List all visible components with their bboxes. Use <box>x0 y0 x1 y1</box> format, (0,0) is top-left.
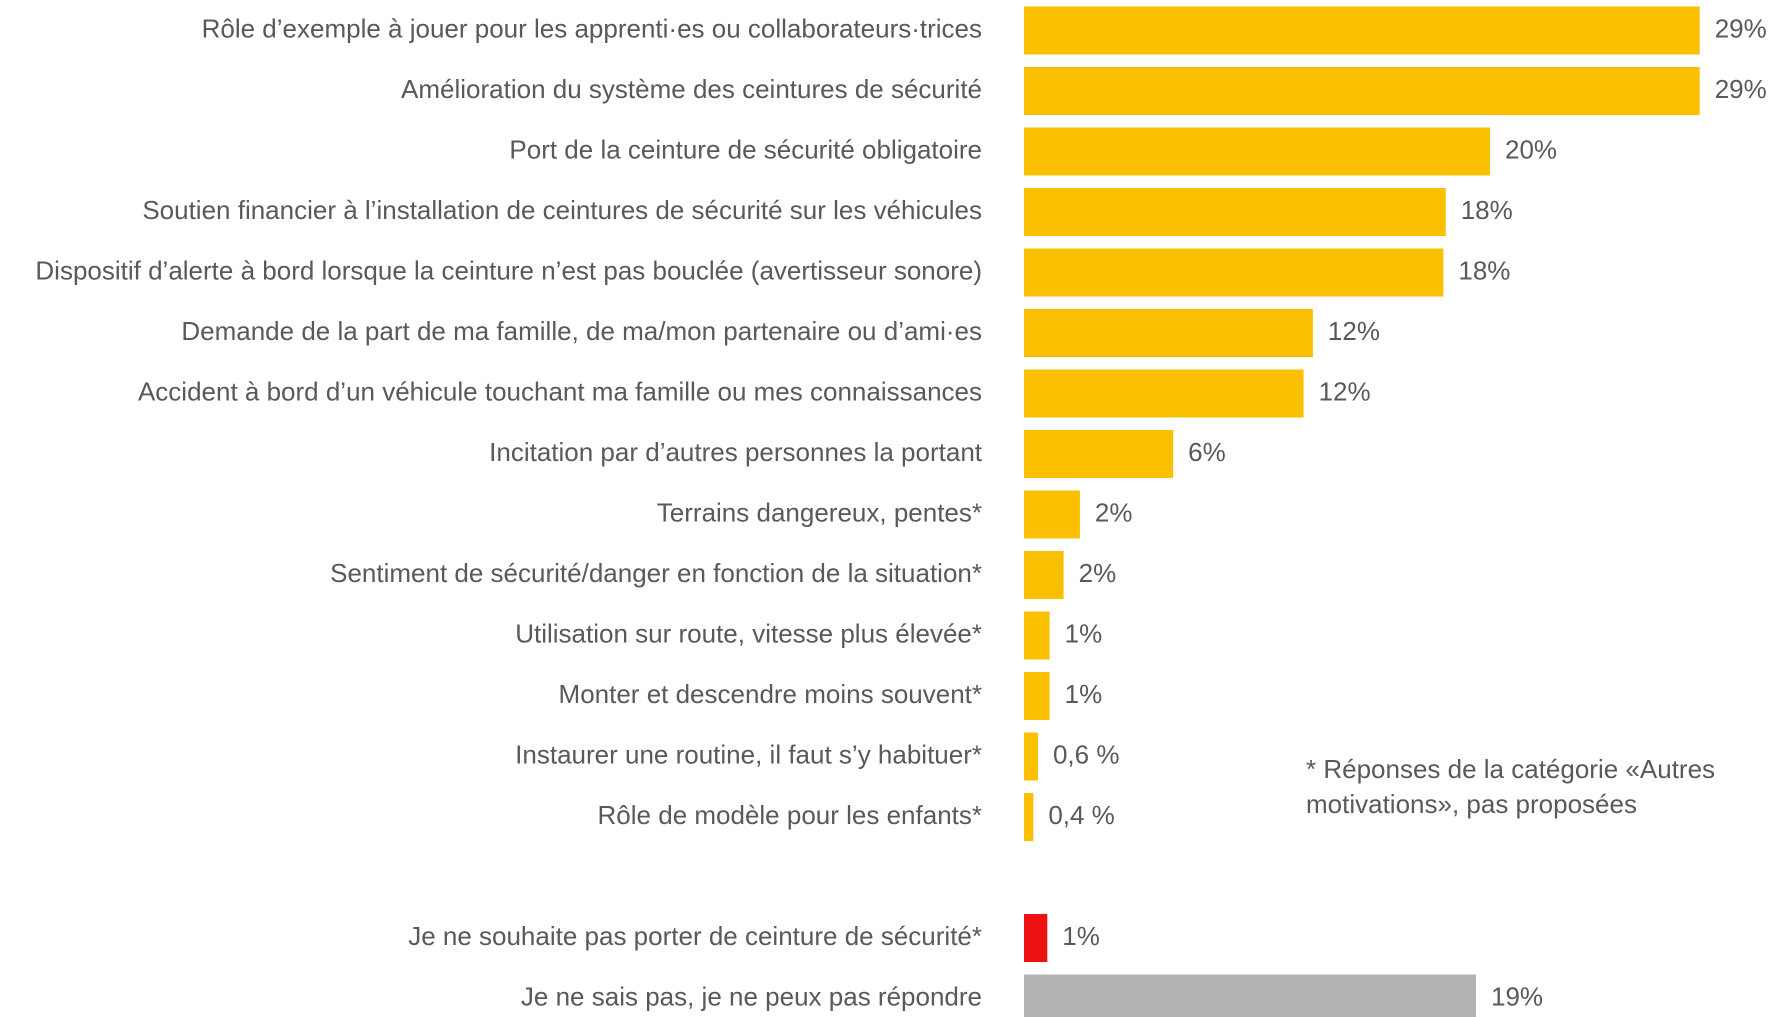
bar <box>1024 974 1477 1017</box>
category-label: Amélioration du système des ceintures de… <box>401 74 982 104</box>
bar <box>1024 430 1174 478</box>
category-label: Rôle de modèle pour les enfants* <box>598 800 982 830</box>
bar <box>1024 611 1050 660</box>
footnote: * Réponses de la catégorie «Autres motiv… <box>1306 754 1716 819</box>
bar <box>1024 248 1444 297</box>
value-label: 29% <box>1715 13 1767 43</box>
category-label: Rôle d’exemple à jouer pour les apprenti… <box>202 13 982 43</box>
value-label: 18% <box>1458 255 1510 285</box>
category-label: Monter et descendre moins souvent* <box>559 679 982 709</box>
bar <box>1024 490 1080 539</box>
value-label: 0,4 % <box>1048 800 1115 830</box>
value-label: 19% <box>1491 981 1543 1011</box>
bar <box>1024 793 1034 841</box>
category-label: Sentiment de sécurité/danger en fonction… <box>330 558 982 588</box>
value-label: 20% <box>1505 134 1557 164</box>
value-label: 2% <box>1079 558 1117 588</box>
value-label: 6% <box>1188 437 1226 467</box>
bar <box>1024 127 1490 176</box>
bar <box>1024 188 1446 236</box>
bar <box>1024 732 1038 781</box>
value-label: 1% <box>1065 679 1103 709</box>
category-label: Instaurer une routine, il faut s’y habit… <box>515 739 982 769</box>
category-label: Terrains dangereux, pentes* <box>657 497 982 527</box>
value-label: 1% <box>1065 618 1103 648</box>
bar <box>1024 6 1700 55</box>
bar <box>1024 369 1304 418</box>
bar <box>1024 67 1700 115</box>
category-label: Je ne souhaite pas porter de ceinture de… <box>408 921 982 951</box>
category-label: Dispositif d’alerte à bord lorsque la ce… <box>35 255 982 285</box>
category-label: Demande de la part de ma famille, de ma/… <box>181 316 982 346</box>
bar <box>1024 914 1048 962</box>
bar <box>1024 551 1064 599</box>
category-label: Utilisation sur route, vitesse plus élev… <box>515 618 982 648</box>
value-label: 2% <box>1095 497 1133 527</box>
category-label: Incitation par d’autres personnes la por… <box>489 437 983 467</box>
value-label: 12% <box>1319 376 1371 406</box>
bar <box>1024 309 1313 357</box>
category-label: Accident à bord d’un véhicule touchant m… <box>138 376 982 406</box>
value-label: 18% <box>1461 195 1513 225</box>
category-label: Port de la ceinture de sécurité obligato… <box>509 134 982 164</box>
value-label: 29% <box>1715 74 1767 104</box>
value-label: 12% <box>1328 316 1380 346</box>
bar <box>1024 672 1050 720</box>
category-label: Je ne sais pas, je ne peux pas répondre <box>521 981 982 1011</box>
category-label: Soutien financier à l’installation de ce… <box>142 195 982 225</box>
value-label: 0,6 % <box>1053 739 1120 769</box>
value-label: 1% <box>1062 921 1100 951</box>
